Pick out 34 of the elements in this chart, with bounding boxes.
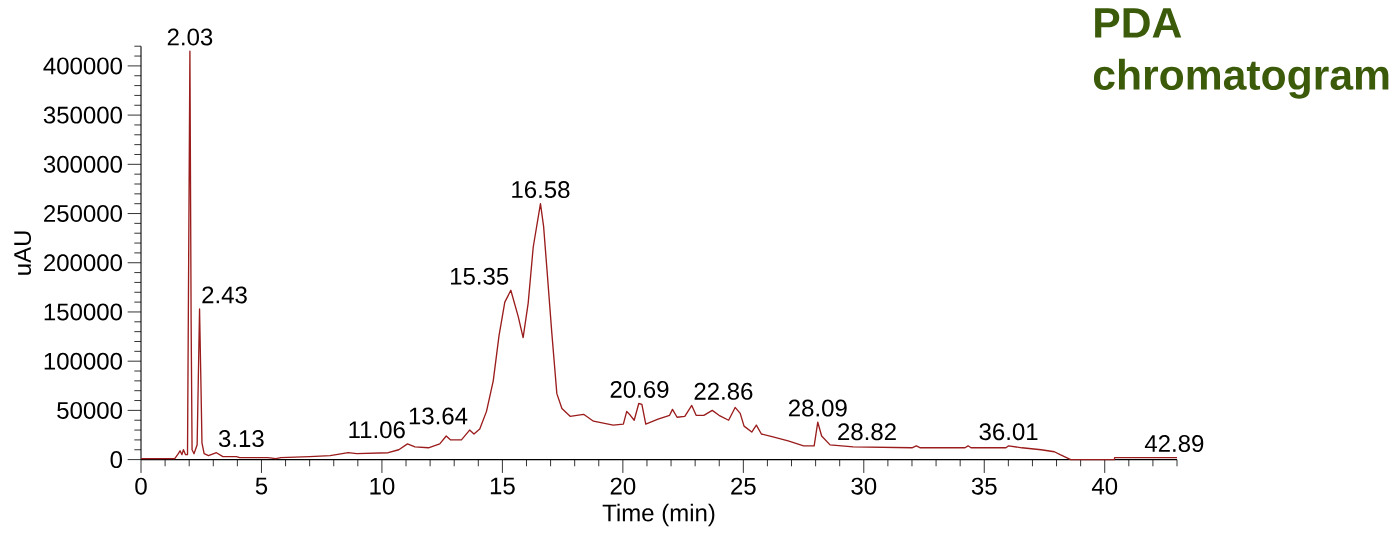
x-tick-label: 10: [370, 477, 395, 495]
x-tick-label: 35: [971, 477, 997, 495]
y-tick-label: 150000: [44, 303, 123, 321]
x-tick-label: 30: [851, 477, 877, 495]
annotation: 16.58: [512, 181, 570, 199]
annotation: 3.13: [218, 430, 264, 448]
annotation: 22.86: [694, 382, 753, 400]
x-tick-label: 5: [255, 477, 268, 495]
y-tick-label: 200000: [44, 254, 123, 272]
annotation: 28.82: [838, 423, 896, 441]
x-tick-label: 25: [731, 477, 756, 495]
annotation: 15.35: [450, 267, 509, 285]
annotation: 36.01: [979, 423, 1038, 441]
y-tick-label: 350000: [43, 106, 123, 124]
annotation: 11.06: [349, 421, 405, 439]
annotation: 13.64: [409, 407, 468, 425]
annotation: 28.09: [788, 399, 847, 417]
y-tick-label: 300000: [43, 155, 123, 173]
y-tick-label: 0: [110, 451, 123, 469]
chart-title: PDA chromatogram: [1093, 8, 1389, 99]
x-tick-label: 0: [135, 477, 147, 495]
y-tick-label: 400000: [43, 57, 123, 75]
x-axis-title: Time (min): [602, 503, 715, 527]
annotation: 2.43: [202, 286, 247, 304]
annotation: 42.89: [1144, 435, 1204, 453]
x-tick-label: 40: [1091, 477, 1118, 495]
annotation: 20.69: [610, 380, 669, 398]
x-tick-label: 15: [490, 477, 515, 495]
y-axis-title: uAU: [14, 231, 32, 275]
annotation: 2.03: [167, 28, 213, 46]
y-tick-label: 50000: [57, 401, 123, 419]
x-tick-label: 20: [610, 477, 636, 495]
y-tick-label: 100000: [44, 352, 123, 370]
y-tick-label: 250000: [44, 205, 123, 223]
